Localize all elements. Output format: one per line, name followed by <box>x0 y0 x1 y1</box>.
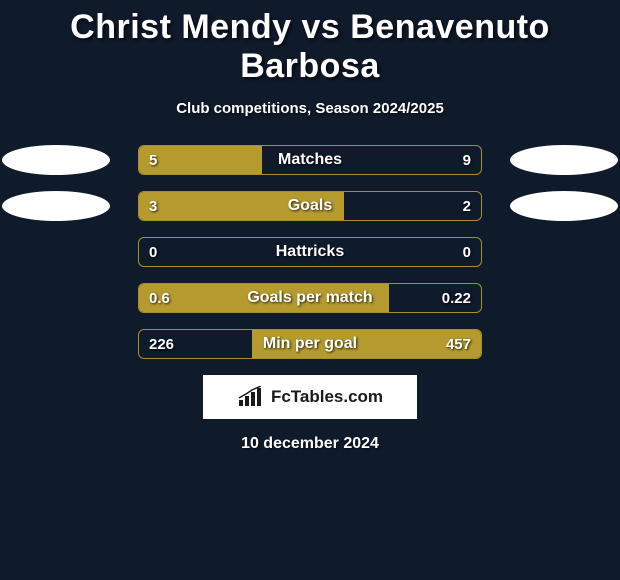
date-text: 10 december 2024 <box>0 435 620 453</box>
value-left: 226 <box>149 330 174 358</box>
value-right: 0.22 <box>442 284 471 312</box>
bar-track: 226 457 Min per goal <box>138 329 482 359</box>
player-left-avatar <box>2 145 110 175</box>
bar-track: 5 9 Matches <box>138 145 482 175</box>
badge-text: FcTables.com <box>271 387 383 407</box>
subtitle: Club competitions, Season 2024/2025 <box>0 100 620 117</box>
player-right-avatar <box>510 191 618 221</box>
bar-track: 0 0 Hattricks <box>138 237 482 267</box>
stat-row: 5 9 Matches <box>0 145 620 175</box>
site-badge: FcTables.com <box>203 375 417 419</box>
player-left-avatar <box>2 191 110 221</box>
stat-row: 3 2 Goals <box>0 191 620 221</box>
value-right: 9 <box>463 146 471 174</box>
player-right-avatar <box>510 145 618 175</box>
value-right: 2 <box>463 192 471 220</box>
bar-chart-icon <box>237 386 265 408</box>
value-left: 3 <box>149 192 157 220</box>
page-title: Christ Mendy vs Benavenuto Barbosa <box>0 0 620 86</box>
comparison-chart: 5 9 Matches 3 2 Goals 0 0 Hattricks <box>0 145 620 359</box>
bar-left-fill <box>139 192 344 220</box>
stat-row: 0 0 Hattricks <box>0 237 620 267</box>
stat-row: 0.6 0.22 Goals per match <box>0 283 620 313</box>
bar-left-fill <box>139 284 389 312</box>
stat-label: Hattricks <box>139 238 481 266</box>
bar-left-fill <box>139 146 262 174</box>
bar-track: 0.6 0.22 Goals per match <box>138 283 482 313</box>
value-right: 0 <box>463 238 471 266</box>
bar-track: 3 2 Goals <box>138 191 482 221</box>
value-left: 0 <box>149 238 157 266</box>
value-left: 0.6 <box>149 284 170 312</box>
value-right: 457 <box>446 330 471 358</box>
stat-row: 226 457 Min per goal <box>0 329 620 359</box>
value-left: 5 <box>149 146 157 174</box>
